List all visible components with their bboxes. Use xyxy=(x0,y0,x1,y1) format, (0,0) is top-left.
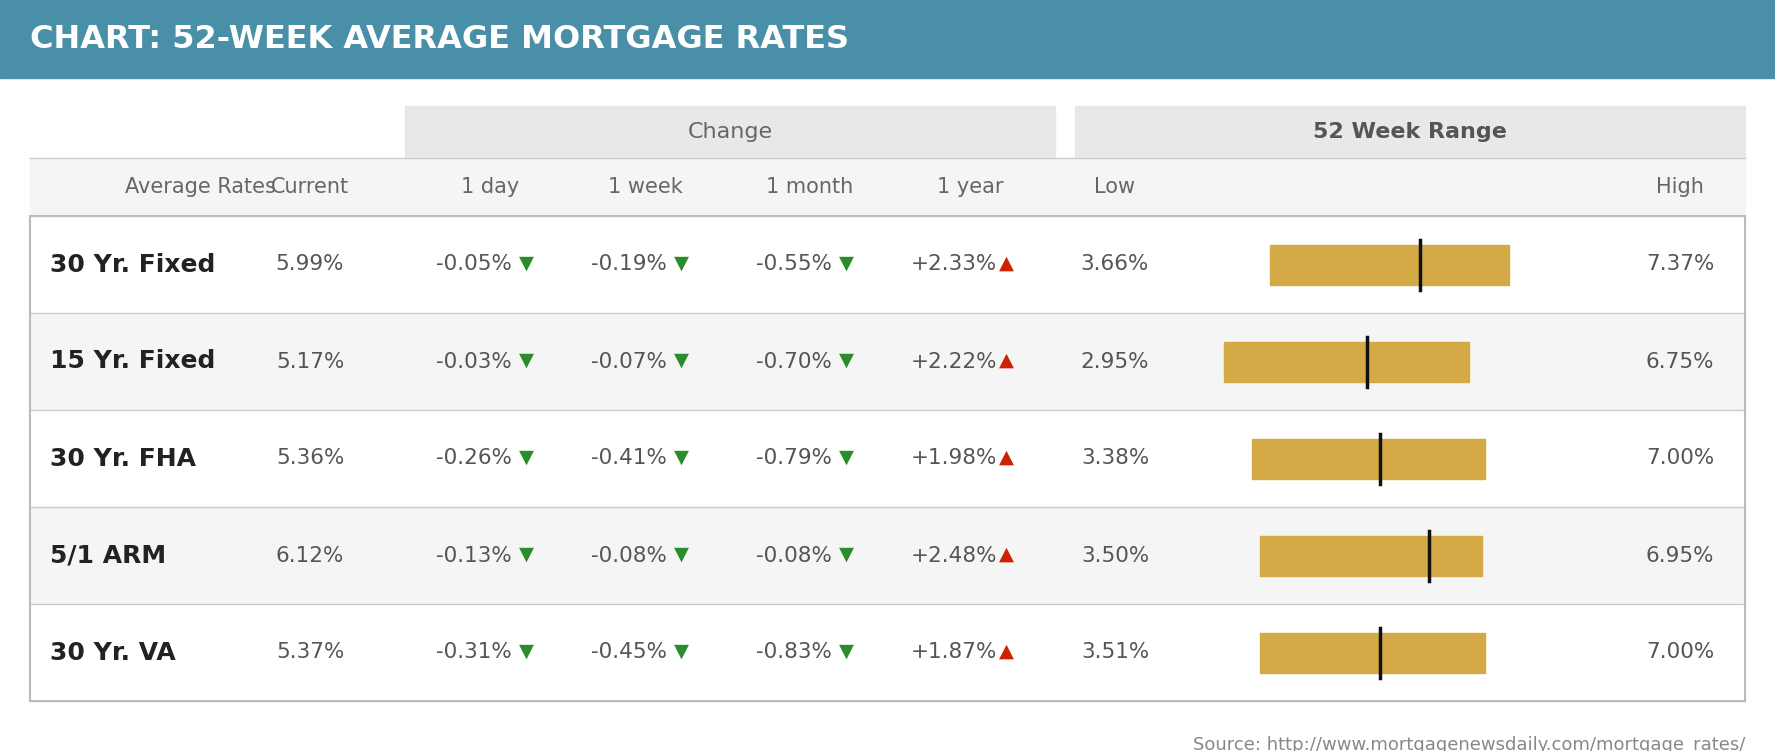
Text: CHART: 52-WEEK AVERAGE MORTGAGE RATES: CHART: 52-WEEK AVERAGE MORTGAGE RATES xyxy=(30,23,848,55)
Text: -0.70%: -0.70% xyxy=(756,351,832,372)
Text: -0.03%: -0.03% xyxy=(437,351,511,372)
Text: High: High xyxy=(1656,177,1704,197)
Bar xyxy=(30,507,1745,604)
Bar xyxy=(30,604,1745,701)
Text: Source: http://www.mortgagenewsdaily.com/mortgage_rates/: Source: http://www.mortgagenewsdaily.com… xyxy=(1193,736,1745,751)
Text: 7.00%: 7.00% xyxy=(1645,643,1715,662)
Text: 30 Yr. Fixed: 30 Yr. Fixed xyxy=(50,252,215,276)
Text: -0.31%: -0.31% xyxy=(437,643,511,662)
Text: +1.98%: +1.98% xyxy=(911,448,998,469)
Text: 6.95%: 6.95% xyxy=(1645,545,1715,566)
Text: 5.36%: 5.36% xyxy=(275,448,344,469)
Text: 5.99%: 5.99% xyxy=(275,255,344,275)
Bar xyxy=(1225,342,1470,382)
Text: ▼: ▼ xyxy=(673,448,689,467)
Bar xyxy=(1260,632,1486,672)
Text: -0.05%: -0.05% xyxy=(437,255,511,275)
Text: ▼: ▼ xyxy=(838,545,854,564)
Bar xyxy=(30,313,1745,410)
Text: ▼: ▼ xyxy=(518,448,534,467)
Bar xyxy=(1260,535,1482,575)
Text: -0.19%: -0.19% xyxy=(591,255,667,275)
Text: ▼: ▼ xyxy=(673,351,689,370)
Text: 5.17%: 5.17% xyxy=(275,351,344,372)
Text: -0.07%: -0.07% xyxy=(591,351,667,372)
Text: ▼: ▼ xyxy=(838,351,854,370)
Text: ▼: ▼ xyxy=(518,642,534,661)
Text: 1 week: 1 week xyxy=(607,177,682,197)
Text: ▲: ▲ xyxy=(999,642,1014,661)
Bar xyxy=(30,216,1745,701)
Text: -0.55%: -0.55% xyxy=(756,255,832,275)
Text: 2.95%: 2.95% xyxy=(1081,351,1148,372)
Text: 1 month: 1 month xyxy=(767,177,854,197)
Text: 1 day: 1 day xyxy=(462,177,518,197)
Bar xyxy=(405,106,1054,158)
Bar xyxy=(1076,106,1745,158)
Bar xyxy=(1269,245,1509,285)
Text: +2.48%: +2.48% xyxy=(911,545,998,566)
Text: Average Rates: Average Rates xyxy=(124,177,275,197)
Text: -0.83%: -0.83% xyxy=(756,643,832,662)
Text: 52 Week Range: 52 Week Range xyxy=(1314,122,1507,142)
Text: -0.41%: -0.41% xyxy=(591,448,667,469)
Text: ▼: ▼ xyxy=(838,254,854,273)
Text: ▼: ▼ xyxy=(673,254,689,273)
Text: +2.33%: +2.33% xyxy=(911,255,998,275)
Text: Low: Low xyxy=(1095,177,1136,197)
Text: +2.22%: +2.22% xyxy=(911,351,998,372)
Bar xyxy=(1251,439,1486,478)
Text: 5/1 ARM: 5/1 ARM xyxy=(50,544,167,568)
Text: ▼: ▼ xyxy=(518,351,534,370)
Text: ▼: ▼ xyxy=(518,545,534,564)
Text: -0.08%: -0.08% xyxy=(756,545,832,566)
Text: ▲: ▲ xyxy=(999,448,1014,467)
Text: 30 Yr. VA: 30 Yr. VA xyxy=(50,641,176,665)
Text: 3.51%: 3.51% xyxy=(1081,643,1148,662)
Text: 7.00%: 7.00% xyxy=(1645,448,1715,469)
Text: -0.45%: -0.45% xyxy=(591,643,667,662)
Text: ▼: ▼ xyxy=(838,448,854,467)
Bar xyxy=(30,158,1745,216)
Text: ▼: ▼ xyxy=(838,642,854,661)
Text: 6.75%: 6.75% xyxy=(1645,351,1715,372)
Bar xyxy=(30,410,1745,507)
Bar xyxy=(30,216,1745,313)
Text: 15 Yr. Fixed: 15 Yr. Fixed xyxy=(50,349,215,373)
Text: -0.13%: -0.13% xyxy=(437,545,511,566)
Text: ▼: ▼ xyxy=(518,254,534,273)
Text: -0.08%: -0.08% xyxy=(591,545,667,566)
Text: 1 year: 1 year xyxy=(937,177,1003,197)
Text: ▲: ▲ xyxy=(999,254,1014,273)
Text: -0.26%: -0.26% xyxy=(437,448,511,469)
Text: -0.79%: -0.79% xyxy=(756,448,832,469)
Text: Current: Current xyxy=(272,177,350,197)
Text: 5.37%: 5.37% xyxy=(275,643,344,662)
Text: ▼: ▼ xyxy=(673,642,689,661)
Text: ▼: ▼ xyxy=(673,545,689,564)
Text: 30 Yr. FHA: 30 Yr. FHA xyxy=(50,447,195,470)
Text: 6.12%: 6.12% xyxy=(275,545,344,566)
Text: 7.37%: 7.37% xyxy=(1645,255,1715,275)
Text: +1.87%: +1.87% xyxy=(911,643,998,662)
Text: ▲: ▲ xyxy=(999,351,1014,370)
Text: 3.50%: 3.50% xyxy=(1081,545,1148,566)
Text: Change: Change xyxy=(687,122,772,142)
Text: ▲: ▲ xyxy=(999,545,1014,564)
Text: 3.66%: 3.66% xyxy=(1081,255,1148,275)
Text: 3.38%: 3.38% xyxy=(1081,448,1148,469)
Bar xyxy=(0,0,1775,78)
